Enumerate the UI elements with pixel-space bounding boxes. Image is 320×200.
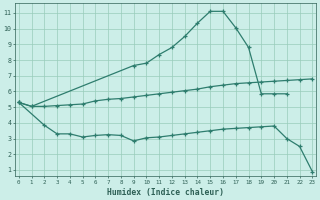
X-axis label: Humidex (Indice chaleur): Humidex (Indice chaleur) <box>107 188 224 197</box>
